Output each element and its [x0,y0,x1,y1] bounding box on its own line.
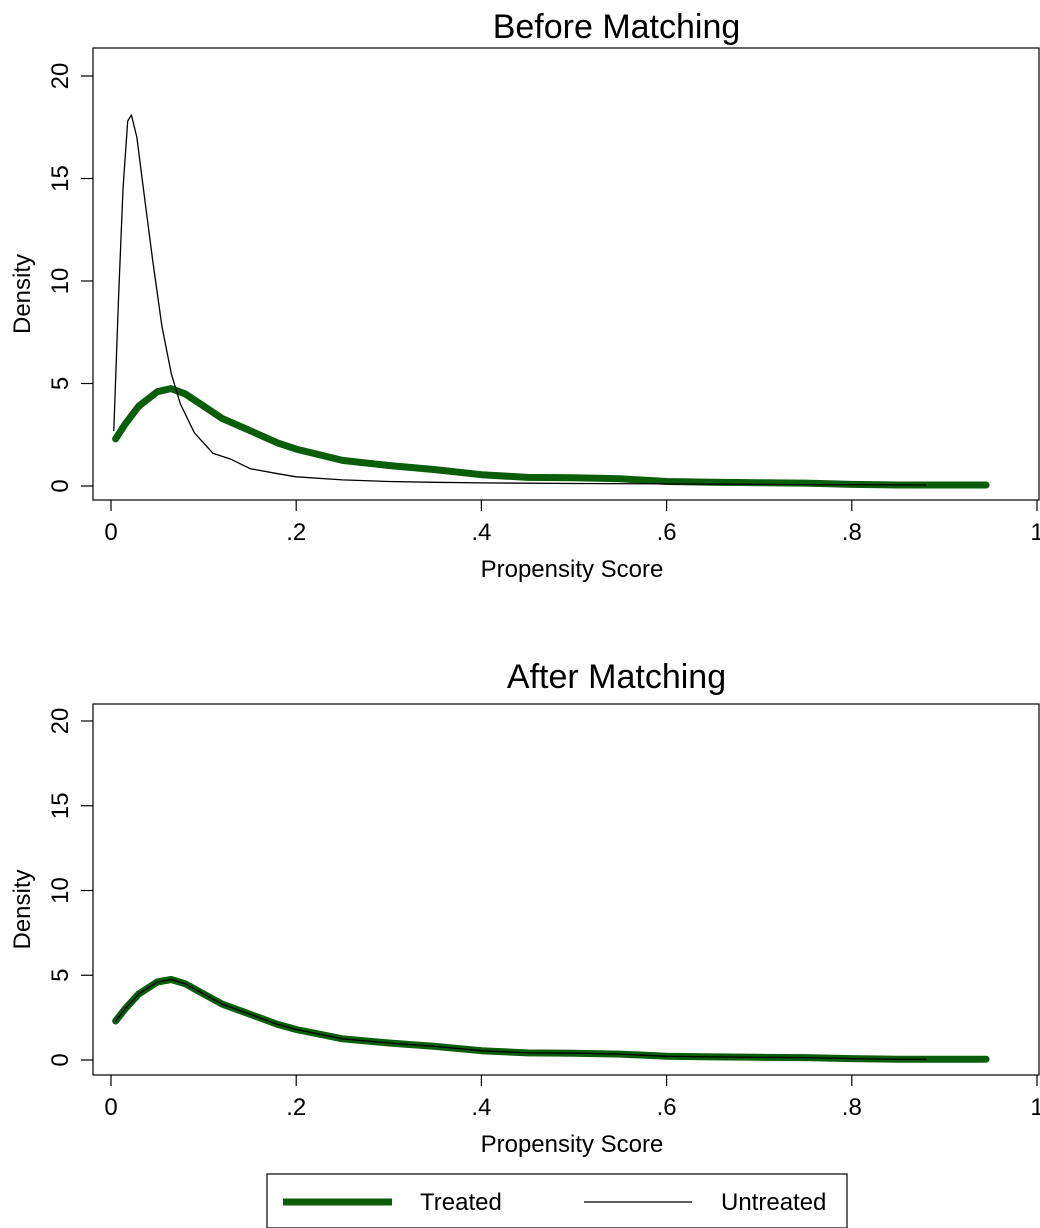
y-tick-label: 20 [47,63,74,90]
series-line-untreated [114,978,927,1060]
legend-label-treated: Treated [420,1189,502,1216]
x-tick-label: 0 [104,519,117,546]
y-axis-label: Density [9,869,36,949]
y-axis-label: Density [9,254,36,334]
chart-title: After Matching [507,658,726,696]
plot-frame [92,703,1040,1076]
y-tick-label: 0 [47,1053,74,1066]
y-tick-label: 10 [47,268,74,295]
series-line-treated [112,976,990,1063]
x-tick-label: .4 [471,519,491,546]
x-axis-label: Propensity Score [481,556,664,583]
x-tick-label: 0 [104,1094,117,1121]
y-tick-label: 0 [47,479,74,492]
x-tick-label: .8 [842,519,862,546]
x-tick-label: .2 [286,1094,306,1121]
series-line-treated [112,385,990,489]
x-tick-label: .4 [471,1094,491,1121]
y-tick-label: 15 [47,165,74,192]
x-tick-label: 1 [1030,1094,1040,1121]
y-tick-label: 15 [47,792,74,819]
x-tick-label: .6 [657,519,677,546]
plot-frame [92,47,1040,501]
y-tick-label: 20 [47,708,74,735]
chart-title: Before Matching [493,8,741,46]
x-tick-label: .2 [286,519,306,546]
y-tick-label: 5 [47,377,74,390]
y-tick-label: 5 [47,969,74,982]
y-tick-label: 10 [47,877,74,904]
x-tick-label: .6 [657,1094,677,1121]
x-tick-label: .8 [842,1094,862,1121]
legend: Treated Untreated [266,1173,848,1228]
x-axis-label: Propensity Score [481,1131,664,1158]
series-line-untreated [113,114,927,486]
x-tick-label: 1 [1030,519,1040,546]
chart-panel-2: After Matching 0 5 10 15 20 0 .2 .4 .6 .8 1 Propensi… [9,658,1040,1158]
legend-label-untreated: Untreated [721,1189,826,1216]
chart-panel-1: Before Matching 0 5 10 15 20 0 .2 .4 .6 .8 1 Propens… [9,8,1040,583]
